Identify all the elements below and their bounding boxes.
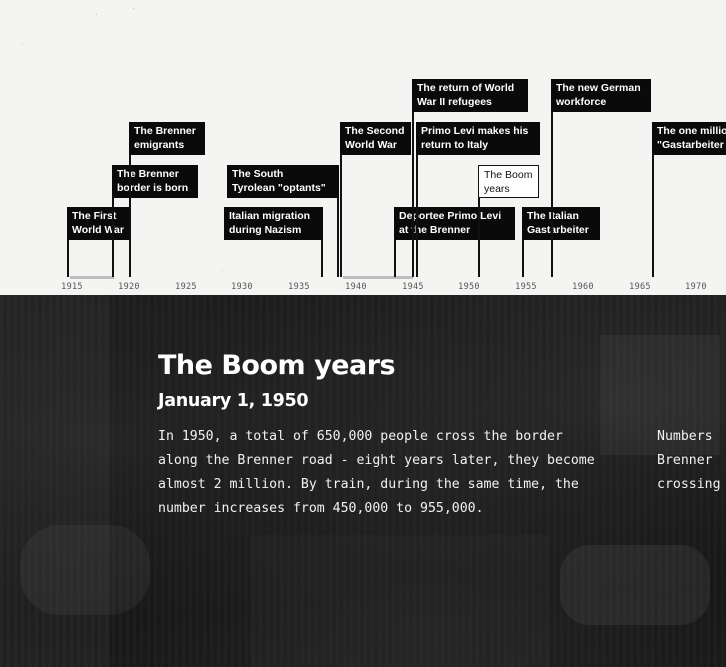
event-label[interactable]: The South Tyrolean "optants"	[227, 165, 339, 198]
background-photo-detail	[600, 335, 720, 455]
axis-tick: 1915	[61, 282, 83, 292]
axis-tick: 1950	[458, 282, 480, 292]
event-label[interactable]: The return of World War II refugees	[412, 79, 528, 112]
axis-tick: 1940	[345, 282, 367, 292]
event-label[interactable]: The First World War	[67, 207, 130, 240]
axis-tick: 1935	[288, 282, 310, 292]
event-label[interactable]: The Brenner emigrants	[129, 122, 205, 155]
axis-tick: 1945	[402, 282, 424, 292]
background-overlay	[0, 295, 726, 667]
axis-tick: 1930	[231, 282, 253, 292]
axis-tick: 1925	[175, 282, 197, 292]
background-photo-detail	[20, 525, 150, 615]
event-label[interactable]: The Italian Gastarbeiter	[522, 207, 600, 240]
event-label[interactable]: The Second World War	[340, 122, 411, 155]
next-story-text: Numbers Brenner crossing	[657, 429, 721, 492]
axis-tick: 1960	[572, 282, 594, 292]
event-label[interactable]: The Brenner border is born	[112, 165, 198, 198]
event-label[interactable]: The new German workforce	[551, 79, 651, 112]
story-date: January 1, 1950	[158, 391, 309, 411]
event-label[interactable]: The Boom years	[478, 165, 539, 198]
axis-tick: 1970	[685, 282, 707, 292]
event-label[interactable]: Deportee Primo Levi at the Brenner	[394, 207, 515, 240]
event-label[interactable]: The one millio "Gastarbeiter	[652, 122, 726, 155]
axis-tick: 1920	[118, 282, 140, 292]
event-label[interactable]: Italian migration during Nazism	[224, 207, 323, 240]
range-first-world-war	[70, 276, 114, 279]
story-title: The Boom years	[158, 350, 396, 381]
timeline: The First World War The Brenner border i…	[0, 0, 726, 295]
story-panel: The Boom years January 1, 1950 In 1950, …	[0, 295, 726, 667]
axis-tick: 1955	[515, 282, 537, 292]
background-photo-detail	[0, 295, 110, 667]
axis-tick: 1965	[629, 282, 651, 292]
story-text: In 1950, a total of 650,000 people cross…	[158, 429, 595, 516]
range-second-world-war	[343, 276, 413, 279]
event-label[interactable]: Primo Levi makes his return to Italy	[416, 122, 540, 155]
background-photo-detail	[560, 545, 710, 625]
background-photo-detail	[250, 535, 550, 667]
